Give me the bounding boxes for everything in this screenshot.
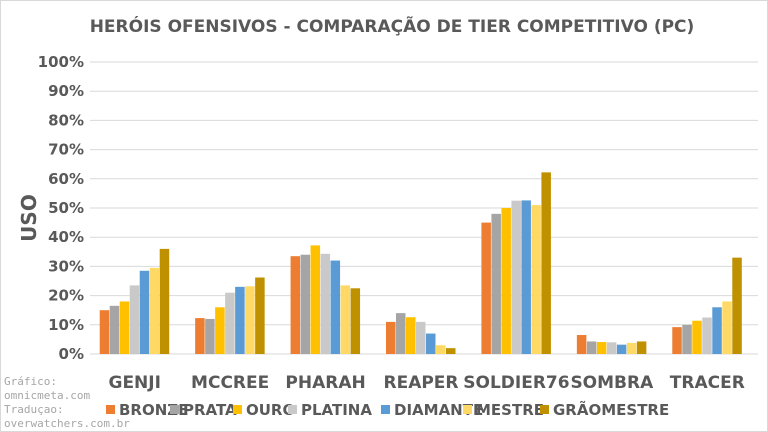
bar-genji-ouro (119, 301, 130, 354)
y-tick-label: 50% (48, 199, 84, 217)
credit-line: Traduçao: (4, 403, 64, 416)
bar-soldier76-grãomestre (541, 172, 551, 354)
bar-genji-platina (129, 285, 140, 354)
bar-genji-diamante (139, 270, 150, 354)
bar-reaper-grãomestre (446, 348, 456, 354)
legend-swatch (170, 405, 179, 414)
legend-label: DIAMANTE (394, 401, 483, 419)
bar-reaper-mestre (436, 345, 446, 354)
bar-tracer-mestre (722, 301, 732, 354)
bar-sombra-diamante (616, 344, 627, 354)
bar-pharah-platina (320, 253, 331, 354)
bar-tracer-grãomestre (732, 257, 742, 354)
bar-reaper-ouro (406, 317, 416, 354)
x-tick-label: SOMBRA (570, 373, 654, 393)
bar-soldier76-mestre (531, 205, 541, 354)
bar-genji-prata (109, 305, 120, 354)
legend-swatch (233, 405, 242, 414)
x-tick-label: GENJI (108, 373, 160, 393)
bar-soldier76-prata (491, 213, 501, 354)
y-tick-label: 80% (48, 111, 84, 129)
bar-mccree-platina (225, 292, 235, 354)
y-tick-label: 30% (48, 257, 84, 275)
bar-tracer-platina (702, 317, 712, 354)
bar-mccree-diamante (235, 286, 245, 354)
y-tick-label: 40% (48, 228, 84, 246)
bar-mccree-prata (205, 318, 215, 354)
bar-pharah-mestre (340, 285, 351, 354)
legend-swatch (381, 405, 390, 414)
bar-tracer-ouro (692, 320, 702, 354)
bar-sombra-ouro (596, 342, 607, 354)
y-axis-label: USO (17, 194, 41, 242)
bar-reaper-platina (416, 321, 426, 354)
y-tick-label: 60% (48, 170, 84, 188)
x-tick-label: PHARAH (285, 373, 365, 393)
legend-swatch (540, 405, 549, 414)
bar-pharah-bronze (290, 256, 301, 354)
legend-swatch (463, 405, 472, 414)
legend-label: PRATA (183, 401, 237, 419)
credit-line: Gráfico: (4, 375, 57, 388)
bar-mccree-grãomestre (255, 277, 265, 354)
bar-genji-bronze (99, 310, 110, 354)
bar-tracer-diamante (712, 307, 722, 354)
x-tick-label: TRACER (670, 373, 745, 393)
chart-title: HERÓIS OFENSIVOS - COMPARAÇÃO DE TIER CO… (90, 14, 695, 37)
bar-sombra-mestre (626, 342, 637, 354)
y-tick-label: 0% (59, 345, 84, 363)
bar-pharah-diamante (330, 260, 341, 354)
bar-soldier76-ouro (501, 208, 511, 354)
bar-tracer-prata (682, 324, 692, 354)
bar-mccree-ouro (215, 307, 225, 354)
bar-soldier76-platina (511, 200, 521, 354)
bar-mccree-bronze (195, 318, 205, 354)
bar-reaper-bronze (386, 321, 396, 354)
y-tick-label: 100% (38, 53, 84, 71)
y-tick-label: 90% (48, 82, 84, 100)
bar-sombra-bronze (576, 335, 587, 354)
y-tick-label: 10% (48, 316, 84, 334)
credit-line: omnicmeta.com (4, 389, 90, 402)
legend-label: PLATINA (301, 401, 372, 419)
bar-sombra-grãomestre (636, 341, 647, 354)
legend-swatch (288, 405, 297, 414)
credit-line: overwatchers.com.br (4, 417, 130, 430)
bar-reaper-diamante (426, 333, 436, 354)
bar-tracer-bronze (672, 327, 682, 354)
bar-pharah-grãomestre (350, 288, 361, 354)
bar-soldier76-diamante (521, 200, 531, 354)
bar-pharah-prata (300, 254, 311, 354)
x-tick-label: SOLDIER76 (463, 373, 569, 393)
x-tick-label: REAPER (383, 373, 458, 393)
bar-reaper-prata (396, 313, 406, 354)
bar-sombra-prata (586, 341, 597, 354)
legend-label: MESTRE (476, 401, 544, 419)
y-tick-label: 70% (48, 141, 84, 159)
bar-pharah-ouro (310, 245, 321, 354)
legend-swatch (106, 405, 115, 414)
bar-mccree-mestre (245, 286, 255, 354)
bar-sombra-platina (606, 342, 617, 354)
legend-label: OURO (246, 401, 295, 419)
y-tick-label: 20% (48, 287, 84, 305)
bar-soldier76-bronze (481, 222, 491, 354)
bar-genji-grãomestre (159, 248, 170, 354)
legend-label: GRÃOMESTRE (553, 400, 669, 419)
bar-genji-mestre (149, 267, 160, 354)
x-tick-label: MCCREE (191, 373, 269, 393)
